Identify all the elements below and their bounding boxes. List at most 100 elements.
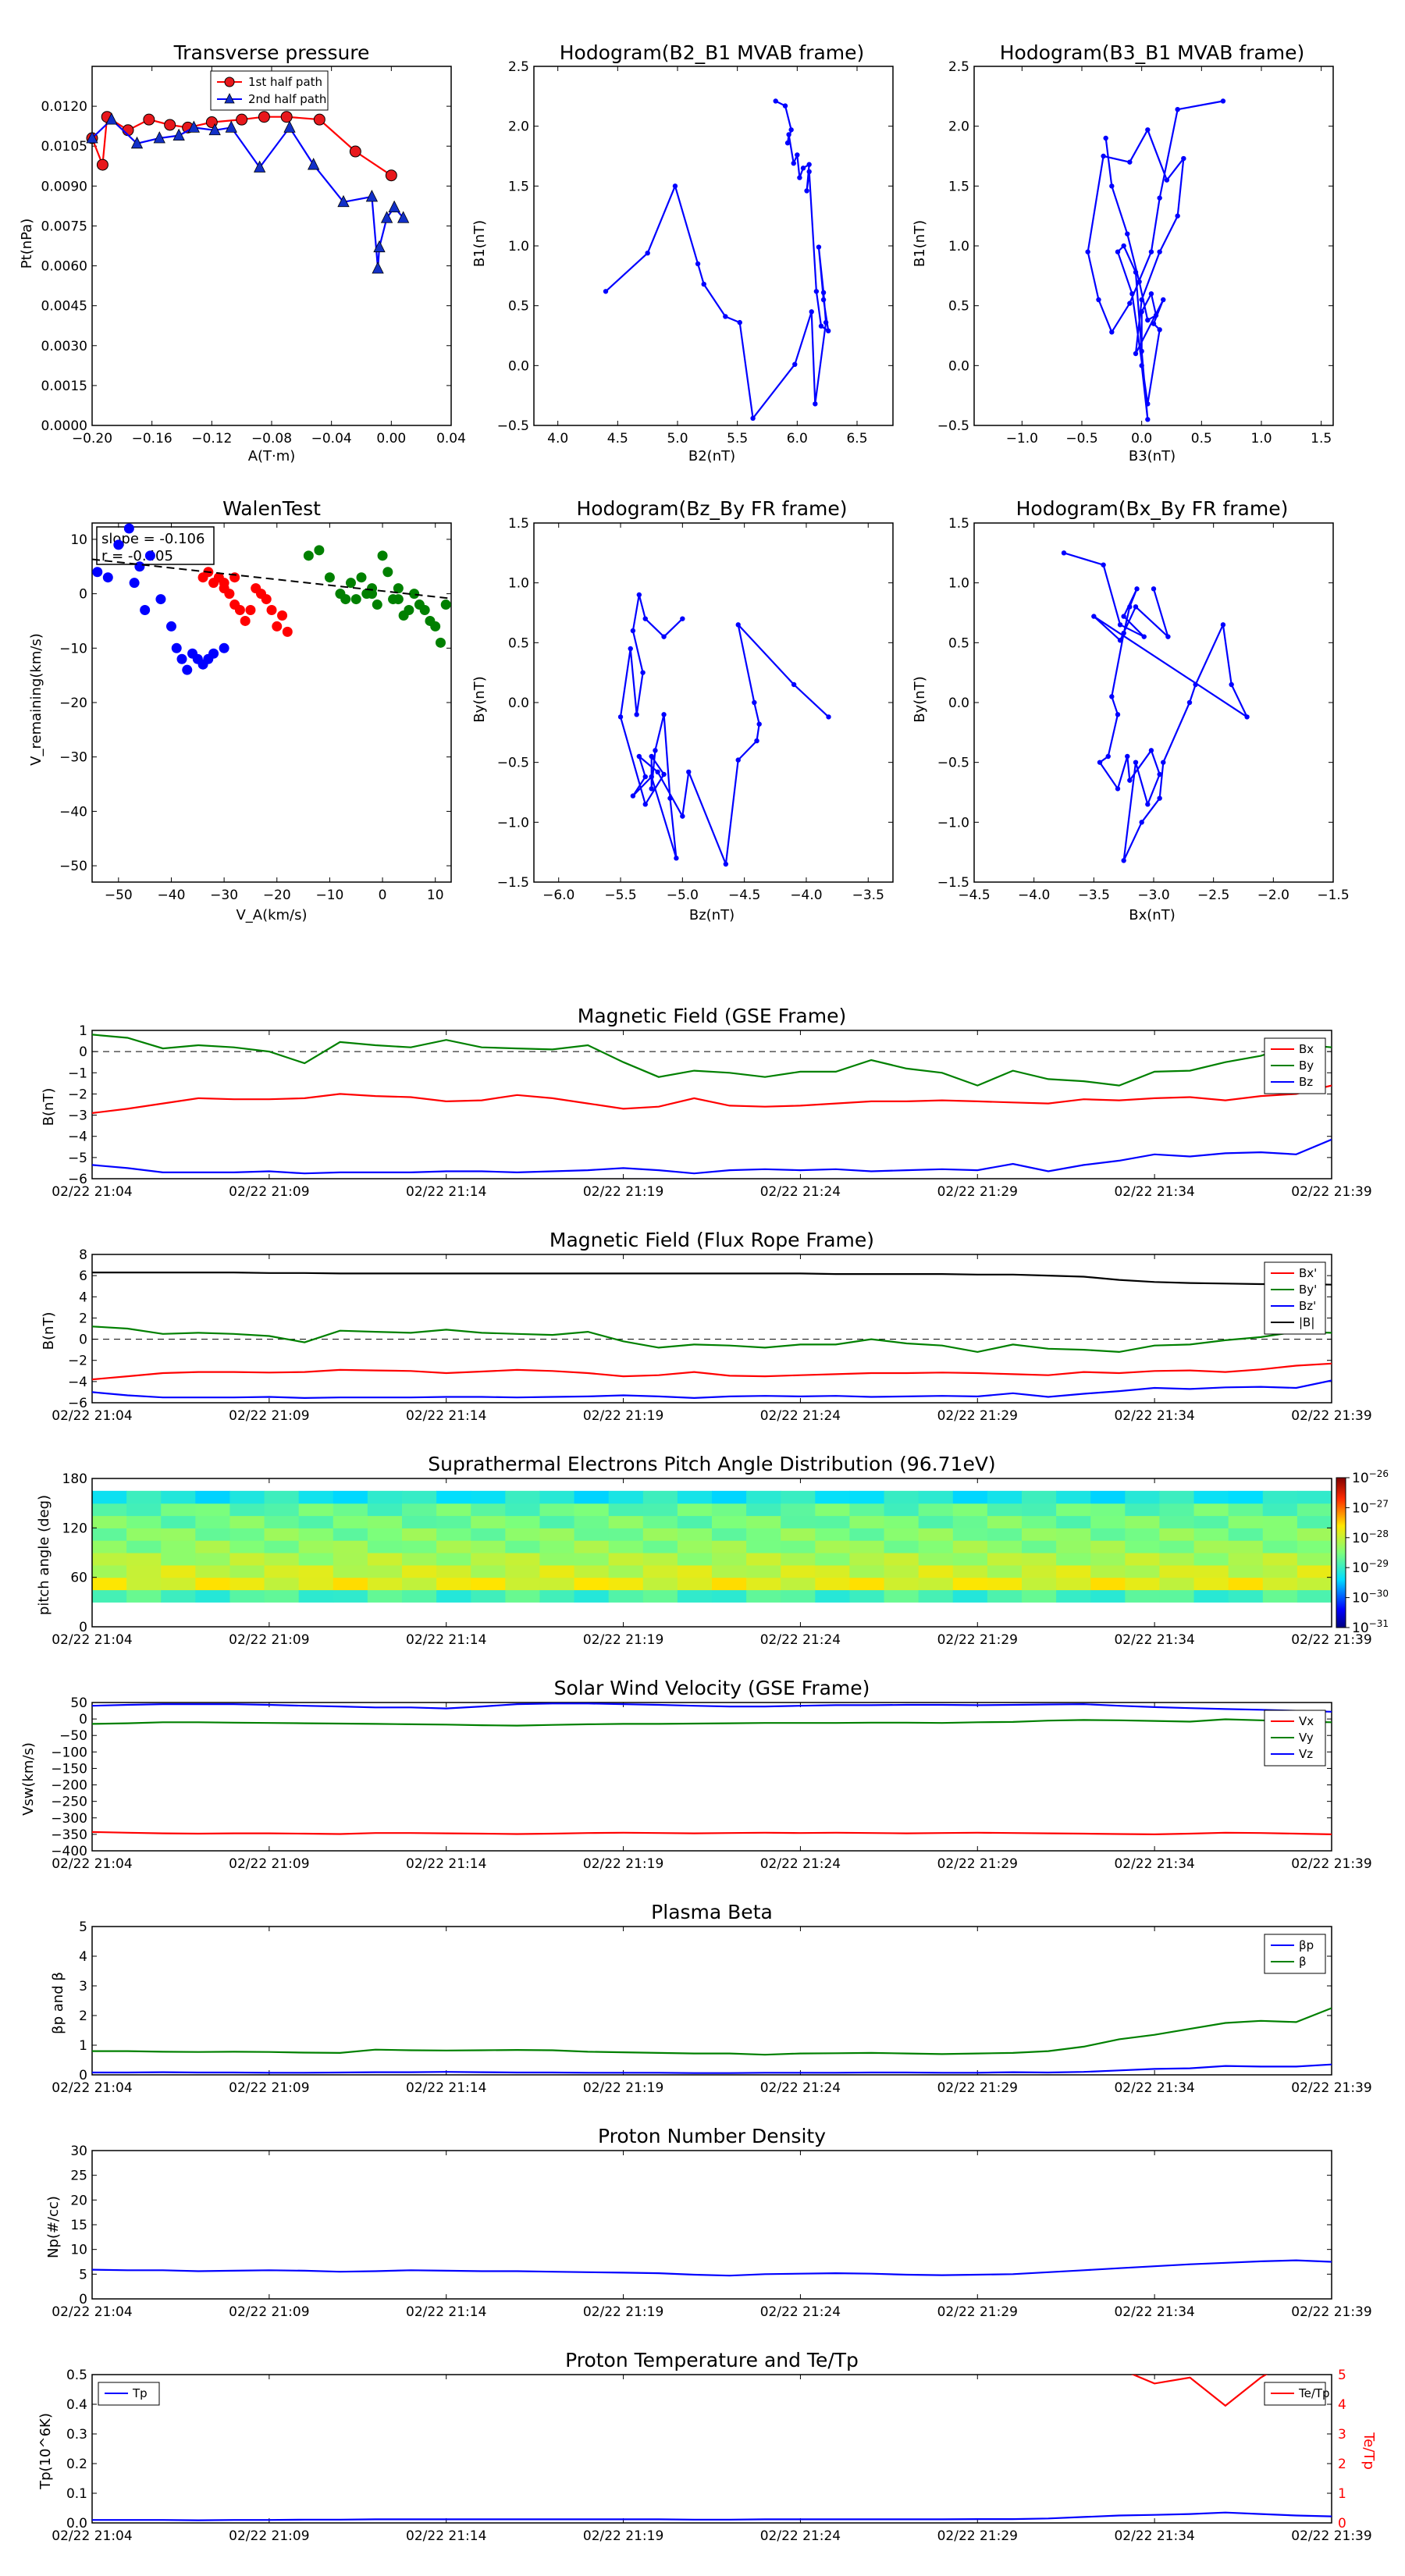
plasma-beta-time-tick-label: 02/22 21:39 (1291, 2080, 1371, 2096)
magnetic-field-fr-legend-label: |B| (1299, 1315, 1314, 1329)
transverse-pressure-series1-point (105, 112, 118, 125)
pitch-angle-cell (642, 1577, 678, 1591)
proton-density-ytick-label: 30 (70, 2144, 87, 2159)
hodogram-bx-by-xtick-label: −2.0 (1257, 888, 1289, 903)
pitch-angle-cell (229, 1540, 265, 1553)
ylabel-transverse-pressure: Pt(nPa) (19, 219, 35, 269)
plasma-beta-time-tick-label: 02/22 21:09 (229, 2080, 309, 2096)
hodogram-bz-by-series0-point (642, 802, 648, 807)
magnetic-field-fr-time-tick-label: 02/22 21:14 (406, 1408, 486, 1424)
pitch-angle-cell (195, 1577, 231, 1591)
solar-wind-velocity-ytick-label: −400 (51, 1844, 87, 1859)
pitch-angle-cell (952, 1515, 988, 1528)
walen-r-text: r = -0.405 (101, 548, 173, 564)
title-proton-temperature: Proton Temperature and Te/Tp (565, 2349, 859, 2371)
pitch-angle-cell (1228, 1577, 1264, 1591)
transverse-pressure-series0-point (258, 111, 270, 123)
magnetic-field-fr-time-tick-label: 02/22 21:39 (1291, 1408, 1371, 1424)
hodogram-b3-b1-series0-point (1148, 291, 1154, 297)
hodogram-b2-b1-series0-point (672, 183, 678, 189)
hodogram-bz-by-series0-point (661, 771, 667, 777)
plasma-beta-ytick-label: 2 (79, 2008, 87, 2024)
pitch-angle-cell (298, 1589, 334, 1603)
hodogram-b3-b1-series0-point (1153, 312, 1159, 318)
pitch-angle-cell (746, 1540, 781, 1553)
pitch-angle-cell (1022, 1490, 1057, 1504)
magnetic-field-gse-series-bx-line (92, 1084, 1332, 1114)
pitch-angle-cell (367, 1577, 403, 1591)
pitch-angle-cell (1297, 1528, 1332, 1541)
pitch-angle-cell (677, 1528, 713, 1541)
walen-test-series1-point (272, 621, 283, 632)
pitch-angle-cell (333, 1564, 368, 1578)
pitch-angle-cell (195, 1553, 231, 1566)
proton-temperature-time-tick-label: 02/22 21:39 (1291, 2528, 1371, 2544)
legend-marker-1st-half (224, 76, 235, 87)
solar-wind-velocity-ytick-label: −50 (59, 1728, 87, 1744)
hodogram-b3-b1-series0-point (1139, 297, 1144, 303)
pitch-angle-cell (608, 1577, 644, 1591)
transverse-pressure-ytick-label: 0.0000 (41, 418, 87, 434)
hodogram-b2-b1-series0-point (791, 161, 796, 166)
hodogram-bx-by-ytick-label: 0.0 (948, 696, 969, 711)
transverse-pressure-series1-point (225, 120, 237, 133)
pitch-angle-cell (849, 1515, 885, 1528)
hodogram-b3-b1-series0-point (1220, 98, 1226, 104)
title-plasma-beta: Plasma Beta (651, 1901, 773, 1923)
pitch-angle-cell (505, 1515, 541, 1528)
pitch-angle-cell (505, 1577, 541, 1591)
pitch-angle-cell (746, 1589, 781, 1603)
hodogram-bx-by-series0-point (1127, 604, 1133, 610)
solar-wind-velocity-series-vx-line (92, 1831, 1332, 1835)
pitch-angle-time-tick-label: 02/22 21:14 (406, 1632, 486, 1648)
pitch-angle-cell (1193, 1515, 1229, 1528)
hodogram-bz-by-series0-point (642, 774, 648, 780)
ylabel-hodogram-bx-by: By(nT) (912, 676, 928, 722)
hodogram-bz-by-series0-point (661, 712, 667, 717)
hodogram-bz-by-xtick-label: −6.0 (542, 888, 574, 903)
hodogram-bx-by-series0-point (1091, 614, 1097, 619)
hodogram-bx-by-series0-point (1229, 681, 1234, 688)
pitch-angle-cell (712, 1553, 747, 1566)
walen-test-series2-point (324, 572, 335, 583)
ylabel-walen-test: V_remaining(km/s) (28, 633, 44, 766)
magnetic-field-gse-time-tick-label: 02/22 21:39 (1291, 1184, 1371, 1200)
pitch-angle-cell (781, 1528, 816, 1541)
pitch-angle-cell (712, 1490, 747, 1504)
hodogram-bx-by-series0-point (1157, 795, 1162, 801)
magnetic-field-gse-ytick-label: 0 (79, 1044, 87, 1060)
pitch-angle-cell (333, 1503, 368, 1517)
walen-test-series2-point (356, 572, 367, 583)
colorbar-tick-exponent: −29 (1369, 1558, 1389, 1569)
pitch-angle-cell (505, 1540, 541, 1553)
pitch-angle-cell (92, 1577, 127, 1591)
pitch-angle-cell (436, 1490, 471, 1504)
plasma-beta-time-tick-label: 02/22 21:34 (1114, 2080, 1194, 2096)
hodogram-b3-b1-series0-point (1164, 177, 1170, 183)
pitch-angle-cell (1022, 1528, 1057, 1541)
hodogram-b2-b1-xtick-label: 5.0 (667, 431, 688, 447)
transverse-pressure-xtick-label: −0.20 (72, 431, 112, 447)
transverse-pressure-xtick-label: −0.16 (132, 431, 173, 447)
hodogram-b3-b1-series0-point (1139, 348, 1144, 354)
walen-test-xtick-label: −30 (210, 888, 238, 903)
pitch-angle-cell (1090, 1577, 1126, 1591)
pitch-angle-cell (1159, 1553, 1195, 1566)
pitch-angle-cell (161, 1553, 196, 1566)
hodogram-b3-b1-series0-point (1175, 107, 1180, 112)
walen-test-series0-point (129, 578, 140, 589)
solar-wind-velocity-time-tick-label: 02/22 21:19 (583, 1856, 663, 1872)
solar-wind-velocity-series-vz-line (92, 1703, 1332, 1713)
pitch-angle-time-tick-label: 02/22 21:19 (583, 1632, 663, 1648)
plasma-beta-time-tick-label: 02/22 21:19 (583, 2080, 663, 2096)
legend-label-2nd-half: 2nd half path (248, 92, 326, 106)
title-hodogram-b2-b1: Hodogram(B2_B1 MVAB frame) (560, 41, 865, 64)
hodogram-bz-by-series0-point (630, 628, 636, 634)
walen-test-series2-point (404, 605, 414, 616)
walen-test-series1-point (234, 605, 245, 616)
pitch-angle-cell (298, 1577, 334, 1591)
pitch-angle-cell (712, 1564, 747, 1578)
pitch-angle-cell (1056, 1503, 1091, 1517)
pitch-angle-cell (367, 1515, 403, 1528)
